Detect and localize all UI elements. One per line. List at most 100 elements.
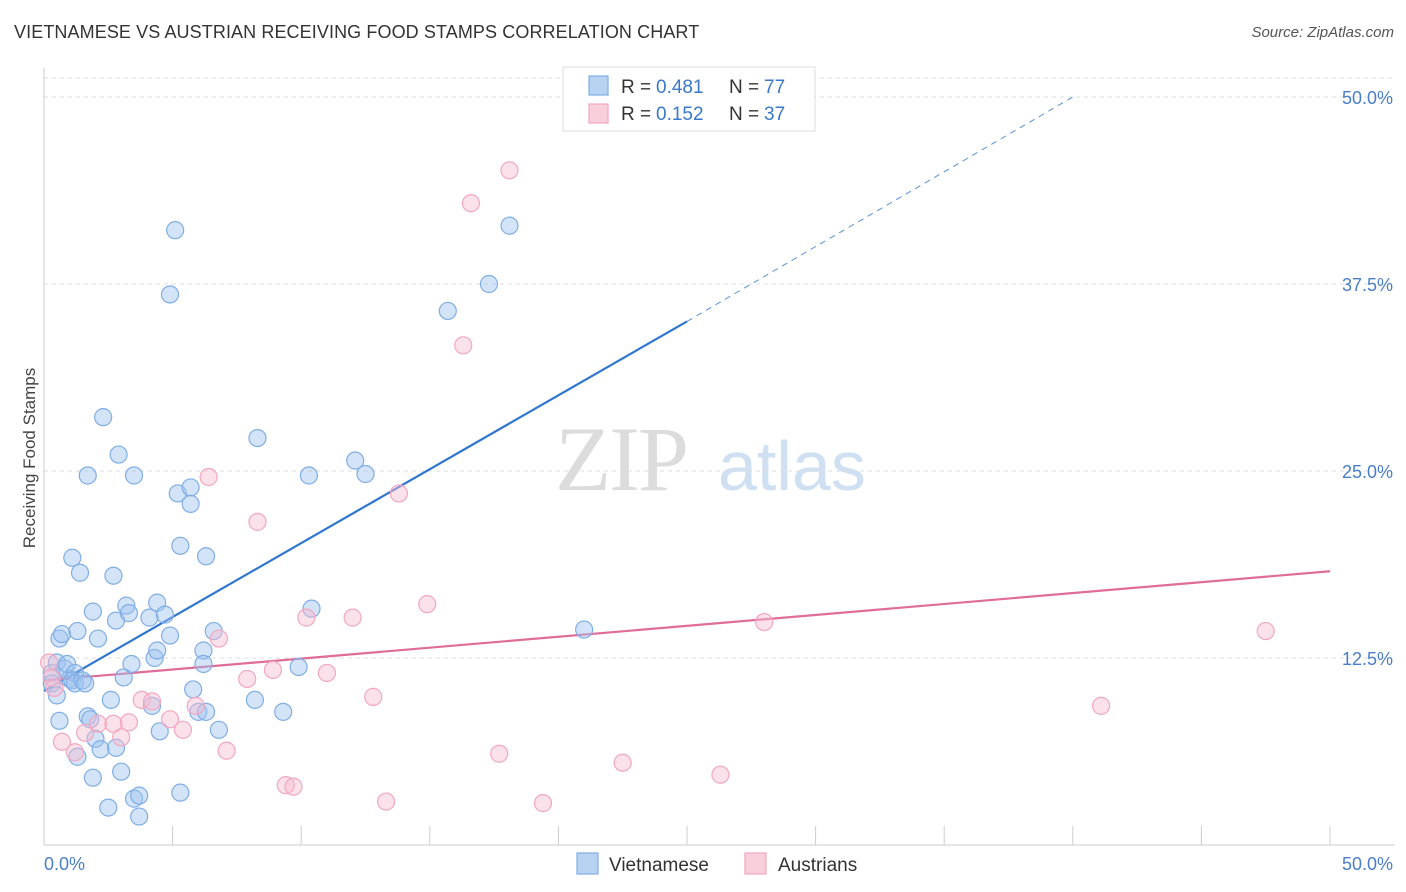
point-austrians (112, 728, 131, 747)
point-austrians (186, 696, 205, 715)
legend-n-label-1: N = (729, 77, 759, 98)
point-vietnamese (479, 274, 499, 294)
bottom-legend-swatch-vietnamese (576, 852, 599, 875)
point-vietnamese (181, 478, 200, 497)
y-tick-label: 37.5% (1342, 275, 1393, 295)
point-vietnamese (145, 648, 164, 668)
point-vietnamese (274, 702, 293, 721)
point-vietnamese (184, 680, 203, 699)
y-tick-labels: 12.5% 25.0% 37.5% 50.0% (1342, 88, 1393, 669)
bottom-legend-swatch-austrians (744, 852, 767, 875)
point-vietnamese (196, 547, 216, 566)
point-vietnamese (299, 466, 319, 485)
legend-n-value-1: 77 (764, 77, 785, 98)
point-vietnamese (142, 696, 162, 715)
point-austrians (65, 743, 84, 762)
point-vietnamese (150, 722, 169, 741)
point-vietnamese (52, 624, 72, 644)
point-austrians (263, 660, 283, 680)
point-austrians (454, 336, 473, 355)
point-austrians (418, 595, 437, 614)
point-vietnamese (302, 599, 321, 618)
point-vietnamese (91, 740, 110, 759)
point-austrians (1256, 621, 1275, 641)
point-austrians (42, 668, 61, 687)
point-vietnamese (500, 216, 519, 235)
point-vietnamese (148, 641, 167, 660)
point-austrians (199, 467, 218, 487)
point-austrians (40, 653, 59, 672)
point-austrians (88, 714, 108, 733)
point-austrians (217, 741, 236, 760)
point-vietnamese (130, 786, 149, 805)
point-vietnamese (160, 285, 180, 304)
point-austrians (76, 723, 95, 742)
point-austrians (364, 687, 383, 706)
point-austrians (173, 720, 192, 739)
point-austrians (711, 765, 730, 784)
point-austrians (119, 713, 138, 732)
point-austrians (160, 710, 180, 729)
point-austrians (376, 792, 396, 811)
point-vietnamese (78, 466, 97, 485)
legend-swatch-vietnamese (588, 75, 609, 96)
gridlines (44, 77, 1395, 659)
point-vietnamese (106, 738, 126, 757)
y-tick-label: 12.5% (1342, 649, 1393, 669)
data-points (40, 161, 1275, 826)
point-vietnamese (356, 464, 375, 484)
point-vietnamese (438, 301, 457, 321)
point-vietnamese (68, 621, 87, 641)
point-vietnamese (86, 729, 105, 748)
point-vietnamese (99, 798, 118, 817)
point-austrians (284, 777, 303, 796)
y-tick-label: 50.0% (1342, 88, 1393, 108)
legend-r-label-1: R = (621, 77, 651, 98)
point-austrians (343, 608, 362, 627)
bottom-legend-label-vietnamese: Vietnamese (609, 855, 709, 876)
point-vietnamese (63, 548, 82, 567)
point-vietnamese (245, 690, 265, 709)
point-austrians (209, 629, 228, 648)
legend-n-value-2: 37 (764, 104, 785, 125)
point-vietnamese (196, 702, 216, 721)
point-vietnamese (171, 536, 190, 555)
point-vietnamese (88, 629, 108, 648)
point-vietnamese (112, 762, 131, 781)
point-vietnamese (289, 657, 308, 677)
point-vietnamese (104, 566, 123, 585)
legend-r-value-1: 0.481 (656, 77, 704, 98)
svg-text:ZIP: ZIP (555, 408, 687, 510)
point-austrians (297, 608, 316, 627)
trend-line-austrians (43, 570, 1331, 682)
point-austrians (461, 194, 481, 213)
legend-n-label-2: N = (729, 104, 759, 125)
legend-r-value-2: 0.152 (656, 104, 704, 125)
y-axis-label: Receiving Food Stamps (20, 368, 39, 548)
point-vietnamese (124, 789, 144, 808)
point-austrians (142, 692, 162, 711)
point-austrians (248, 512, 267, 531)
point-vietnamese (114, 668, 133, 687)
point-vietnamese (194, 641, 213, 660)
trend-extension-vietnamese (686, 96, 1074, 322)
point-vietnamese (119, 604, 138, 623)
point-vietnamese (124, 466, 144, 485)
point-vietnamese (117, 596, 136, 615)
point-austrians (500, 161, 519, 180)
x-tick-label-max: 50.0% (1342, 854, 1393, 874)
legend-swatch-austrians (588, 103, 609, 124)
point-vietnamese (166, 221, 185, 240)
point-vietnamese (76, 674, 95, 693)
point-vietnamese (83, 768, 102, 787)
point-vietnamese (140, 608, 159, 627)
point-vietnamese (47, 686, 66, 705)
point-austrians (317, 663, 337, 683)
point-austrians (104, 714, 123, 733)
point-austrians (45, 678, 64, 698)
point-austrians (490, 744, 509, 763)
x-tick-label-min: 0.0% (44, 854, 85, 874)
point-vietnamese (209, 720, 228, 739)
point-vietnamese (160, 626, 180, 645)
